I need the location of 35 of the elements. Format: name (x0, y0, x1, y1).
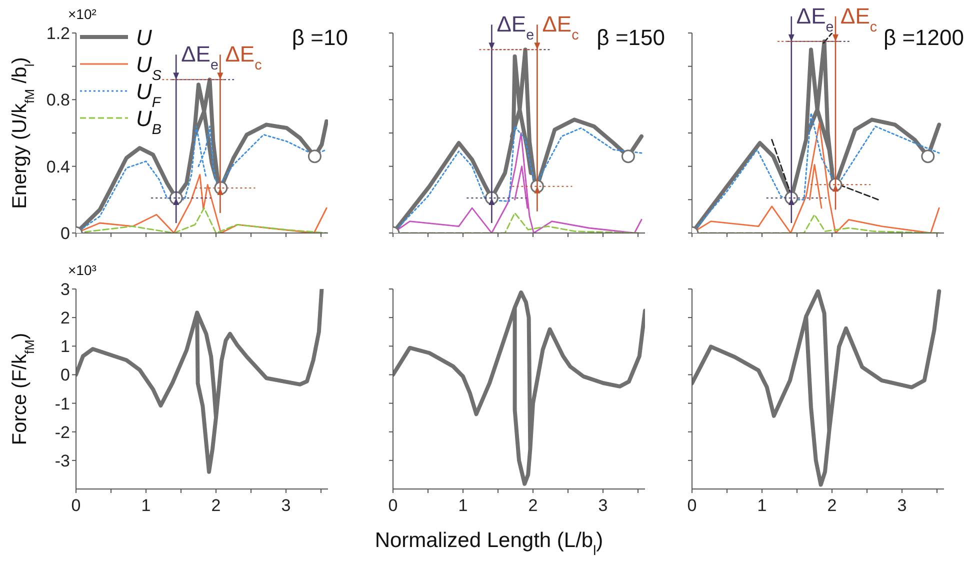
y-tick-label: 0 (60, 224, 70, 243)
x-tick-label: 1 (141, 496, 151, 515)
ref-line-label: ΔE$_{c}$ (840, 3, 878, 36)
y-tick-label: 2 (60, 308, 70, 328)
ref-line-label: ΔE$_{e}$ (181, 42, 218, 74)
y-tick-label: 3 (60, 280, 70, 299)
x-tick-label: 3 (897, 496, 907, 515)
x-tick-label: 2 (528, 496, 538, 515)
chart-title: β =1200 (883, 25, 964, 50)
x-tick-label: 2 (211, 496, 221, 515)
chart-title: β =10 (292, 25, 348, 50)
y-tick-label: -1 (54, 394, 70, 414)
chart-title: β =150 (596, 25, 665, 50)
x-tick-label: 3 (598, 496, 608, 515)
legend-label: U (136, 25, 152, 50)
ref-line-label: ΔE$_{c}$ (225, 42, 262, 74)
ref-line-label: ΔE$_{c}$ (542, 12, 579, 44)
ref-line-label: ΔE$_{e}$ (496, 12, 534, 44)
x-tick-label: 1 (757, 496, 767, 515)
text: ×10³ (68, 262, 97, 278)
y-tick-label: -2 (54, 422, 70, 442)
ref-line-label: ΔE$_{e}$ (796, 3, 834, 36)
y-tick-label: 0.4 (46, 157, 70, 176)
x-axis-title: Normalized Length (L/b$_{l}$) (374, 529, 604, 558)
text: ×10² (68, 6, 97, 22)
x-tick-label: 0 (388, 496, 398, 515)
y-tick-label: 0 (60, 366, 70, 385)
y-tick-label: 1.2 (46, 24, 70, 43)
y-tick-label: 1 (60, 337, 70, 356)
x-tick-label: 2 (827, 496, 837, 515)
y-tick-label: 0.8 (46, 90, 70, 110)
x-tick-label: 3 (281, 496, 291, 515)
x-tick-label: 1 (458, 496, 468, 515)
y-tick-label: -3 (54, 451, 70, 470)
x-tick-label: 0 (687, 496, 697, 515)
